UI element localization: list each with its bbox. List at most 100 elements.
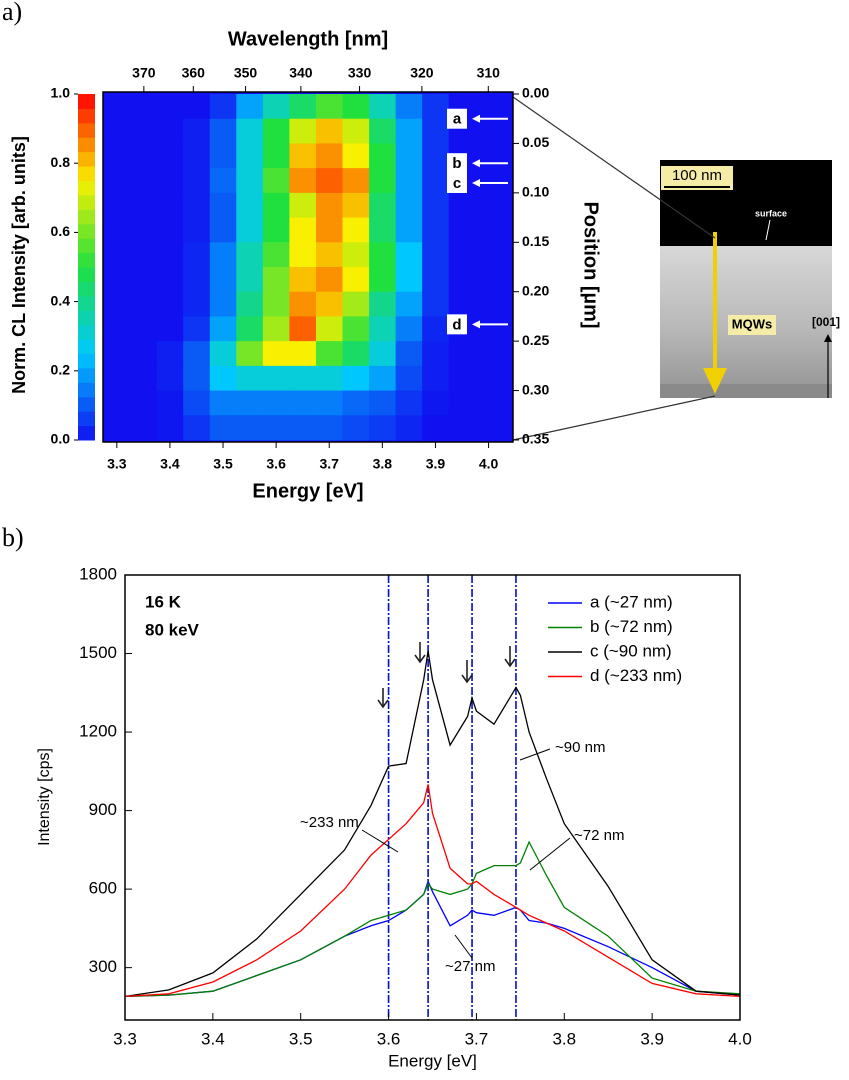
heatmap-cell	[316, 242, 343, 267]
mqw-label: MQWs	[732, 316, 772, 331]
heatmap-cell	[369, 218, 396, 243]
heatmap-cell	[183, 168, 210, 193]
x-tick-label: 4.0	[479, 456, 499, 472]
heatmap-cell	[289, 168, 316, 193]
colorbar-band	[78, 108, 95, 123]
heatmap-cell	[183, 143, 210, 168]
colorbar-band	[78, 224, 95, 239]
heatmap-cell	[210, 218, 237, 243]
heatmap-cell	[210, 366, 237, 391]
heatmap-cell	[343, 168, 370, 193]
heatmap-cell	[183, 341, 210, 366]
heatmap-cell	[369, 242, 396, 267]
heatmap-cell	[263, 218, 290, 243]
heatmap-cell	[130, 316, 157, 341]
heatmap-cell	[369, 316, 396, 341]
heatmap-cell	[449, 366, 476, 391]
heatmap-cell	[396, 415, 423, 440]
heatmap-cell	[343, 391, 370, 416]
heatmap-cell	[236, 94, 263, 119]
colorbar-band	[78, 325, 95, 340]
heatmap-cell	[236, 193, 263, 218]
tem-substrate	[660, 384, 832, 398]
colorbar-tick-label: 0.4	[51, 292, 71, 308]
heatmap-cell	[263, 292, 290, 317]
colorbar-tick-label: 1.0	[51, 85, 71, 101]
heatmap-cell	[130, 218, 157, 243]
heatmap-cell	[289, 94, 316, 119]
heatmap-cell	[104, 218, 131, 243]
heatmap-cell	[104, 341, 131, 366]
heatmap-cell	[396, 119, 423, 144]
top-tick-label: 310	[477, 65, 501, 81]
colorbar-band	[78, 397, 95, 412]
heatmap-cell	[396, 193, 423, 218]
heatmap-cell	[104, 366, 131, 391]
heatmap-cell	[236, 119, 263, 144]
colorbar-band	[78, 181, 95, 196]
colorbar-band	[78, 94, 95, 109]
heatmap-cell	[422, 391, 449, 416]
heatmap-cell	[130, 94, 157, 119]
heatmap-cell	[343, 193, 370, 218]
heatmap-cell	[263, 168, 290, 193]
heatmap-cell	[289, 292, 316, 317]
heatmap-cell	[183, 242, 210, 267]
colorbar-band	[78, 267, 95, 282]
heatmap-cell	[343, 341, 370, 366]
heatmap-cell	[475, 391, 502, 416]
heatmap-cell	[449, 391, 476, 416]
x-tick-label: 3.9	[426, 456, 446, 472]
heatmap-cell	[422, 218, 449, 243]
x-tick-label: 3.6	[377, 1029, 401, 1048]
annotation: ~90 nm	[555, 739, 605, 756]
heatmap-cell	[263, 366, 290, 391]
heatmap-cell	[130, 366, 157, 391]
heatmap-cell	[183, 391, 210, 416]
colorbar-band	[78, 281, 95, 296]
x-tick-label: 3.8	[373, 456, 393, 472]
heatmap-cell	[289, 415, 316, 440]
heatmap-cell	[130, 193, 157, 218]
y-tick-label: 0.35	[522, 431, 549, 447]
heatmap-cell	[236, 391, 263, 416]
y-tick-label: 0.15	[522, 233, 549, 249]
x-tick-label: 3.9	[640, 1029, 664, 1048]
heatmap-cell	[157, 94, 184, 119]
heatmap-cell	[263, 119, 290, 144]
heatmap-cell	[263, 316, 290, 341]
heatmap-cell	[183, 292, 210, 317]
x-tick-label: 3.5	[213, 456, 233, 472]
heatmap-cell	[263, 242, 290, 267]
top-tick-label: 340	[289, 65, 313, 81]
top-tick-label: 320	[410, 65, 434, 81]
heatmap-cell	[104, 168, 131, 193]
heatmap-cell	[157, 143, 184, 168]
colorbar-band	[78, 310, 95, 325]
heatmap-cell	[104, 415, 131, 440]
heatmap-cell	[236, 267, 263, 292]
heatmap-cell	[369, 391, 396, 416]
heatmap-cell	[183, 366, 210, 391]
figure: a) b) 100 nm surface MQWs [001] 3.33.43.…	[0, 0, 849, 1080]
heatmap-cell	[396, 391, 423, 416]
top-tick-label: 360	[182, 65, 206, 81]
heatmap-cell	[210, 242, 237, 267]
heatmap-cell	[289, 193, 316, 218]
heatmap-cell	[475, 292, 502, 317]
heatmap-cell	[449, 193, 476, 218]
colorbar-label: Norm. CL Intensity [arb. units]	[9, 136, 29, 394]
heatmap-cell	[289, 218, 316, 243]
heatmap-cell	[422, 94, 449, 119]
surface-label: surface	[755, 208, 787, 218]
heatmap-cell	[236, 341, 263, 366]
colorbar-tick-label: 0.6	[51, 223, 71, 239]
heatmap-cell	[316, 391, 343, 416]
y-tick-label: 0.00	[522, 85, 549, 101]
colorbar-band	[78, 152, 95, 167]
heatmap-cell	[104, 143, 131, 168]
heatmap-cell	[183, 193, 210, 218]
heatmap-cell	[289, 341, 316, 366]
heatmap-cell	[183, 415, 210, 440]
heatmap-cell	[316, 143, 343, 168]
